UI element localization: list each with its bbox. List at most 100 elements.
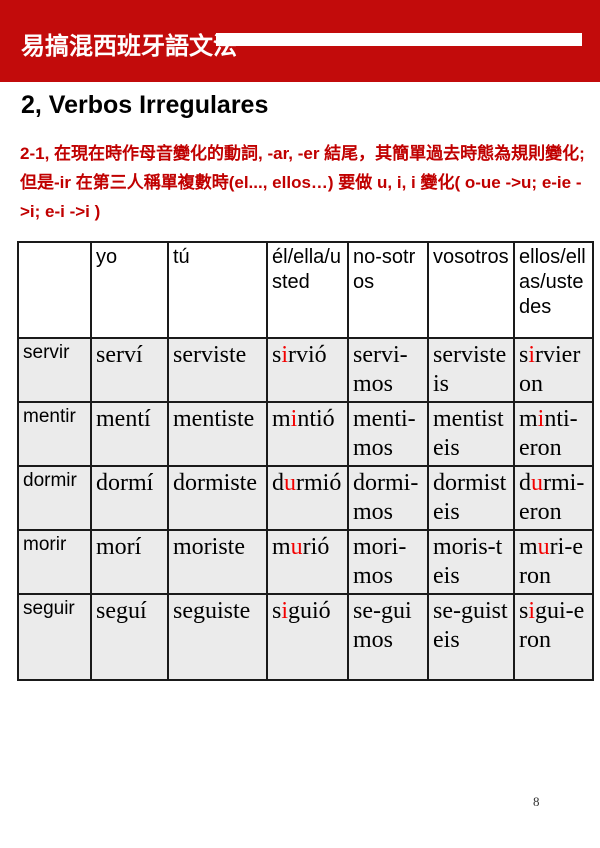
conjugation-cell: se-guimos — [347, 593, 429, 681]
cell-text: servi-mos — [353, 342, 408, 397]
conjugation-table-body: servir serví serviste sirvió servi-mos servis… — [17, 337, 594, 681]
table-row-seguir: seguir seguí seguiste siguió se-guimos se-gui… — [17, 593, 594, 681]
conjugation-cell: murió — [266, 529, 349, 595]
cell-text: d — [519, 470, 531, 496]
column-header-yo: yo — [90, 241, 169, 339]
conjugation-cell: seguí — [90, 593, 169, 681]
conjugation-cell: durmi-eron — [513, 465, 594, 531]
document-title: 易搞混西班牙語文法 — [21, 34, 237, 60]
verb-cell: servir — [17, 337, 92, 403]
column-header-ellos-ellas-ustedes: ellos/ellas/ustedes — [513, 241, 594, 339]
cell-text: ntió — [297, 406, 335, 432]
table-row-mentir: mentir mentí mentiste mintió menti-mos mentis… — [17, 401, 594, 467]
table-row-morir: morir morí moriste murió mori-mos moris-teis m… — [17, 529, 594, 595]
grammar-note: 2-1, 在現在時作母音變化的動詞, -ar, -er 結尾，其簡單過去時態為規… — [20, 144, 585, 221]
conjugation-cell: morí — [90, 529, 169, 595]
vowel-change-letter: i — [528, 342, 536, 368]
verb-cell: dormir — [17, 465, 92, 531]
cell-text: mentí — [96, 406, 151, 432]
page-number: 8 — [533, 794, 540, 809]
cell-text: s — [519, 598, 529, 624]
table-row-dormir: dormir dormí dormiste durmió dormi-mos dormis… — [17, 465, 594, 531]
conjugation-cell: mentiste — [167, 401, 268, 467]
cell-text: se-guimos — [353, 598, 412, 653]
cell-text: seguiste — [173, 598, 251, 624]
cell-text: rió — [302, 534, 330, 560]
cell-text: ri-eron — [519, 534, 583, 589]
conjugation-cell: mori-mos — [347, 529, 429, 595]
conjugation-cell: sigui-eron — [513, 593, 594, 681]
page-header-band: 易搞混西班牙語文法 — [0, 0, 600, 82]
vowel-change-letter: u — [290, 534, 303, 560]
column-header-empty — [17, 241, 92, 339]
conjugation-cell: sirvió — [266, 337, 349, 403]
cell-text: m — [272, 534, 291, 560]
conjugation-cell: dormiste — [167, 465, 268, 531]
cell-text: dormí — [96, 470, 154, 496]
cell-text: d — [272, 470, 284, 496]
conjugation-cell: servi-mos — [347, 337, 429, 403]
conjugation-cell: servisteis — [427, 337, 515, 403]
column-header-no-sotros: no-sotros — [347, 241, 429, 339]
conjugation-table: yo tú él/ella/usted no-sotros vosotros ellos/… — [17, 241, 594, 681]
conjugation-cell: serví — [90, 337, 169, 403]
verb-cell: mentir — [17, 401, 92, 467]
conjugation-cell: dormisteis — [427, 465, 515, 531]
cell-text: mentiste — [173, 406, 255, 432]
cell-text: nti-eron — [519, 406, 578, 461]
conjugation-cell: mentisteis — [427, 401, 515, 467]
cell-text: gui-eron — [519, 598, 585, 653]
conjugation-cell: moriste — [167, 529, 268, 595]
column-header-tú: tú — [167, 241, 268, 339]
cell-text: dormiste — [173, 470, 257, 496]
conjugation-cell: serviste — [167, 337, 268, 403]
conjugation-cell: menti-mos — [347, 401, 429, 467]
cell-text: serví — [96, 342, 143, 368]
conjugation-cell: mintió — [266, 401, 349, 467]
conjugation-cell: dormí — [90, 465, 169, 531]
conjugation-cell: seguiste — [167, 593, 268, 681]
conjugation-table-header-row: yo tú él/ella/usted no-sotros vosotros ellos/… — [17, 241, 594, 339]
cell-text: guió — [288, 598, 331, 624]
cell-text: moris-teis — [433, 534, 503, 589]
cell-text: m — [519, 406, 538, 432]
cell-text: m — [272, 406, 291, 432]
conjugation-cell: mentí — [90, 401, 169, 467]
vowel-change-letter: i — [528, 598, 536, 624]
vowel-change-letter: u — [284, 470, 296, 496]
cell-text: rvió — [288, 342, 327, 368]
conjugation-cell: sirvieron — [513, 337, 594, 403]
conjugation-cell: dormi-mos — [347, 465, 429, 531]
vowel-change-letter: u — [531, 470, 543, 496]
cell-text: s — [272, 598, 282, 624]
column-header-él-ella-usted: él/ella/usted — [266, 241, 349, 339]
verb-cell: seguir — [17, 593, 92, 681]
conjugation-cell: durmió — [266, 465, 349, 531]
vowel-change-letter: i — [290, 406, 298, 432]
cell-text: mori-mos — [353, 534, 407, 589]
header-rule-bar — [216, 33, 582, 46]
cell-text: serviste — [173, 342, 247, 368]
conjugation-cell: moris-teis — [427, 529, 515, 595]
conjugation-cell: minti-eron — [513, 401, 594, 467]
table-row-servir: servir serví serviste sirvió servi-mos servis… — [17, 337, 594, 403]
cell-text: m — [519, 534, 538, 560]
cell-text: s — [519, 342, 529, 368]
cell-text: menti-mos — [353, 406, 416, 461]
column-header-vosotros: vosotros — [427, 241, 515, 339]
cell-text: rmi-eron — [519, 470, 585, 525]
cell-text: moriste — [173, 534, 245, 560]
vowel-change-letter: i — [281, 598, 289, 624]
cell-text: seguí — [96, 598, 147, 624]
cell-text: s — [272, 342, 282, 368]
conjugation-cell: se-guisteis — [427, 593, 515, 681]
vowel-change-letter: u — [537, 534, 550, 560]
cell-text: dormisteis — [433, 470, 507, 525]
cell-text: mentisteis — [433, 406, 504, 461]
section-title: 2, Verbos Irregulares — [21, 91, 269, 119]
conjugation-cell: muri-eron — [513, 529, 594, 595]
cell-text: se-guisteis — [433, 598, 508, 653]
conjugation-cell: siguió — [266, 593, 349, 681]
cell-text: dormi-mos — [353, 470, 419, 525]
